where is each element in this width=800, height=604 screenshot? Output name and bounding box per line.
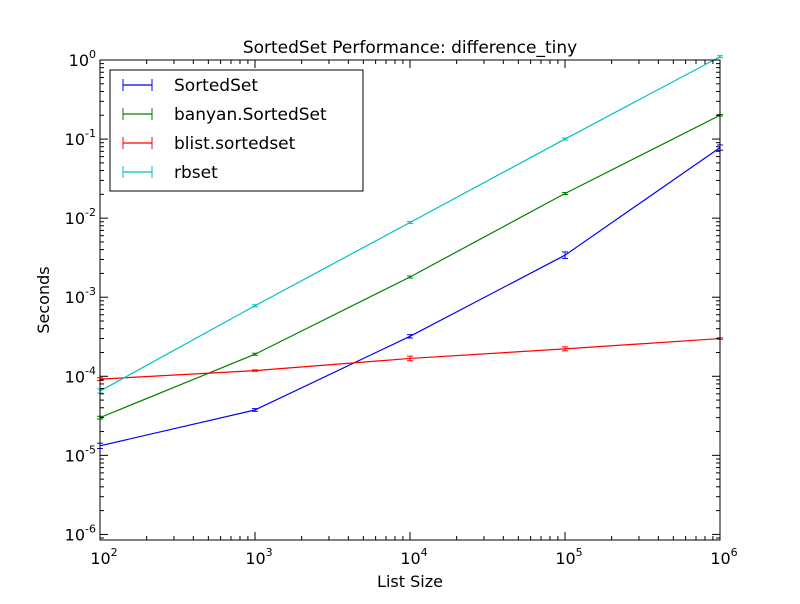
legend-label: SortedSet xyxy=(174,76,258,96)
error-bar xyxy=(407,221,413,225)
error-bar xyxy=(562,191,568,196)
error-bar xyxy=(252,408,258,412)
y-axis-label: Seconds xyxy=(34,266,53,333)
x-tick-label: 103 xyxy=(245,546,272,568)
legend-label: blist.sortedset xyxy=(174,134,296,154)
y-tick-label: 10-2 xyxy=(65,206,96,228)
y-tick-label: 10-3 xyxy=(65,285,96,307)
legend-label: rbset xyxy=(174,163,218,183)
x-axis-label: List Size xyxy=(377,572,443,591)
x-tick-label: 104 xyxy=(400,546,427,568)
series-line-0 xyxy=(99,147,721,447)
x-tick-label: 105 xyxy=(555,546,582,568)
legend-item: banyan.SortedSet xyxy=(122,105,327,125)
error-bar xyxy=(407,355,413,362)
y-tick-label: 10-6 xyxy=(65,522,96,544)
chart-title: SortedSet Performance: difference_tiny xyxy=(243,38,577,58)
error-bar xyxy=(717,55,723,59)
y-tick-label: 10-5 xyxy=(65,443,96,465)
y-tick-label: 100 xyxy=(69,48,96,70)
error-bar xyxy=(407,334,413,339)
legend: SortedSet banyan.SortedSet blist.sortedset… xyxy=(109,69,364,192)
legend-item: SortedSet xyxy=(122,76,258,96)
error-bar xyxy=(252,304,258,308)
x-tick-label: 106 xyxy=(710,546,737,568)
y-tick-label: 10-4 xyxy=(65,364,96,386)
y-tick-label: 10-1 xyxy=(65,127,96,149)
error-bar xyxy=(252,352,258,356)
error-bar xyxy=(562,346,568,352)
error-bar xyxy=(252,369,258,372)
error-bar xyxy=(407,275,413,279)
legend-label: banyan.SortedSet xyxy=(174,105,327,125)
legend-item: blist.sortedset xyxy=(122,134,296,154)
error-bar xyxy=(562,137,568,141)
x-tick-label: 102 xyxy=(90,546,117,568)
legend-item: rbset xyxy=(122,163,218,183)
error-bar xyxy=(562,251,568,259)
